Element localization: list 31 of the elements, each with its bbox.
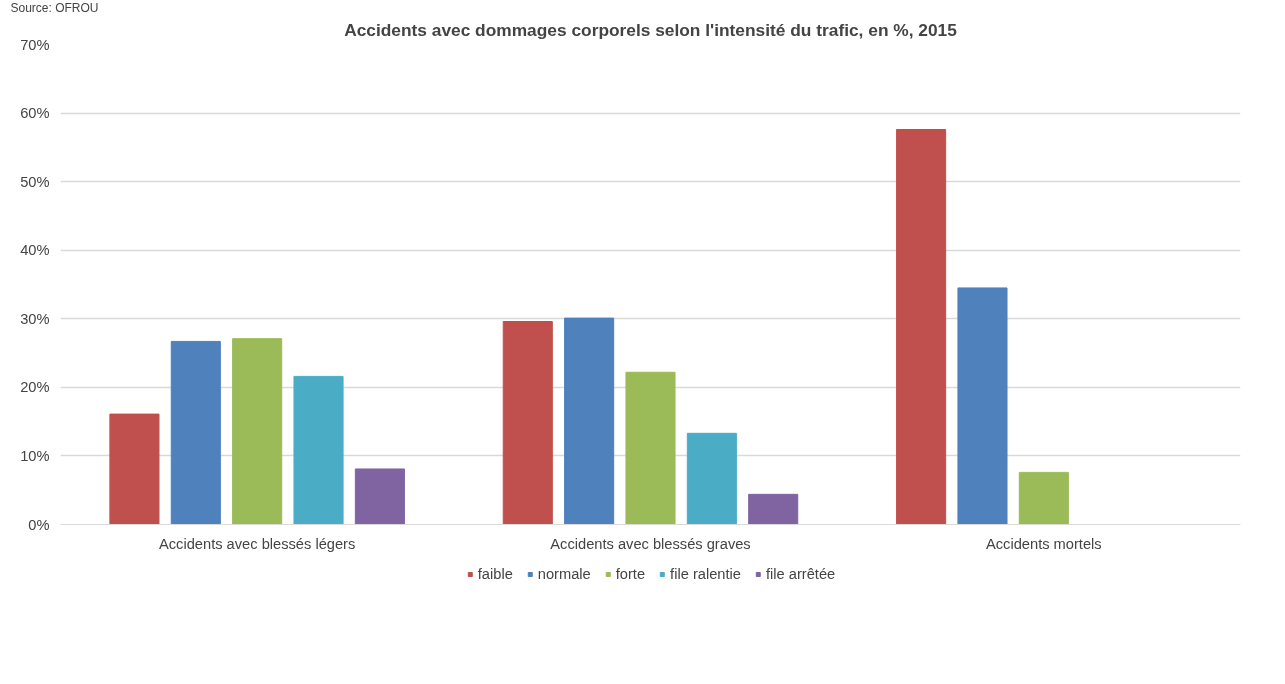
- bar: [625, 371, 676, 525]
- y-tick-label: 50%: [20, 173, 50, 190]
- x-tick-label: Accidents avec blessés graves: [550, 535, 751, 552]
- bar: [502, 321, 553, 525]
- bar: [170, 340, 221, 525]
- bar: [293, 375, 344, 525]
- y-tick-label: 0%: [28, 516, 50, 533]
- bar: [232, 338, 283, 525]
- y-tick-label: 20%: [20, 379, 50, 396]
- bar: [957, 287, 1008, 525]
- x-tick-label: Accidents avec blessés légers: [159, 535, 356, 552]
- bar: [1018, 471, 1069, 525]
- bar: [896, 129, 947, 525]
- bar: [354, 468, 405, 525]
- bar: [109, 413, 160, 525]
- y-tick-label: 30%: [20, 310, 50, 327]
- legend-label: forte: [615, 566, 646, 582]
- y-tick-label: 70%: [20, 36, 50, 53]
- y-tick-label: 40%: [20, 242, 50, 259]
- bar: [748, 493, 799, 525]
- bar: [564, 317, 615, 525]
- legend-label: file arrêtée: [765, 566, 836, 582]
- y-tick-label: 10%: [20, 447, 50, 464]
- bar: [686, 432, 737, 525]
- legend-label: faible: [477, 566, 513, 582]
- chart-title: Accidents avec dommages corporels selon l'intensité du trafic, en %, 2015: [344, 19, 958, 40]
- legend-label: normale: [537, 566, 591, 582]
- legend-label: file ralentie: [670, 566, 741, 582]
- source-note: Source: OFROU: [10, 0, 99, 15]
- x-tick-label: Accidents mortels: [986, 535, 1102, 552]
- y-tick-label: 60%: [20, 105, 50, 122]
